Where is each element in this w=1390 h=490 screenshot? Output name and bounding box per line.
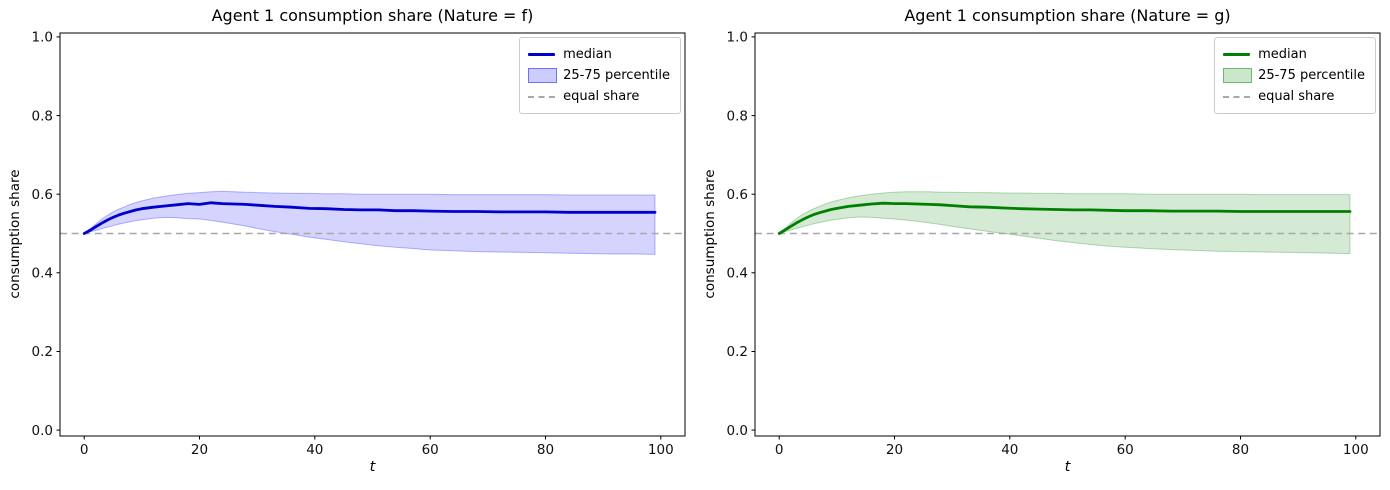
legend-key-cell — [1223, 68, 1258, 83]
legend-item-median: median — [1223, 44, 1365, 65]
legend-label-median: median — [1258, 47, 1307, 62]
percentile-band — [83, 190, 656, 255]
y-tick-label: 0.6 — [32, 187, 53, 203]
x-tick-label: 80 — [1232, 442, 1249, 458]
y-tick-label: 0.4 — [32, 266, 53, 282]
x-tick-label: 80 — [537, 442, 554, 458]
y-tick-label: 0.4 — [727, 266, 748, 282]
plot-area-nature-f: 0 20 40 60 80 100 0.0 0.2 0.4 0.6 0.8 1.0 — [32, 30, 686, 458]
y-tick-label: 1.0 — [727, 30, 748, 46]
median-line-swatch — [528, 53, 556, 56]
x-tick-label: 0 — [775, 442, 784, 458]
legend-item-percentile-band: 25-75 percentile — [1223, 65, 1365, 86]
x-tick-label: 60 — [422, 442, 439, 458]
y-tick-label: 0.0 — [727, 423, 748, 439]
legend-label-median: median — [563, 47, 612, 62]
y-tick-label: 1.0 — [32, 30, 53, 46]
legend-key-cell — [528, 95, 563, 98]
x-tick-label: 0 — [80, 442, 89, 458]
x-axis-label: t — [1064, 459, 1071, 475]
percentile-band — [778, 191, 1351, 255]
legend-item-median: median — [528, 44, 670, 65]
legend-key-cell — [1223, 95, 1258, 98]
plot-area-nature-g: 0 20 40 60 80 100 0.0 0.2 0.4 0.6 0.8 1.0 — [727, 30, 1381, 458]
chart-title: Agent 1 consumption share (Nature = f) — [211, 6, 534, 25]
legend-item-equal-share: equal share — [528, 86, 670, 107]
median-line — [777, 201, 1352, 235]
x-tick-label: 40 — [1001, 442, 1018, 458]
chart-panel-nature-g: Agent 1 consumption share (Nature = g) c… — [695, 0, 1390, 490]
legend-label-percentile-band: 25-75 percentile — [1258, 68, 1365, 83]
x-tick-label: 20 — [886, 442, 903, 458]
y-tick-label: 0.2 — [32, 344, 53, 360]
x-tick-label: 100 — [648, 442, 674, 458]
x-tick-label: 20 — [191, 442, 208, 458]
legend-label-equal-share: equal share — [563, 89, 640, 104]
legend-key-cell — [1223, 53, 1258, 56]
median-line — [82, 201, 657, 235]
x-tick-label: 60 — [1117, 442, 1134, 458]
percentile-band-swatch — [528, 68, 558, 83]
legend-label-equal-share: equal share — [1258, 89, 1335, 104]
median-line-swatch — [1223, 53, 1251, 56]
x-axis-label: t — [369, 459, 376, 475]
equal-share-dash-swatch — [528, 95, 556, 98]
legend-item-percentile-band: 25-75 percentile — [528, 65, 670, 86]
legend-label-percentile-band: 25-75 percentile — [563, 68, 670, 83]
legend-key-cell — [528, 68, 563, 83]
y-tick-label: 0.6 — [727, 187, 748, 203]
chart-title: Agent 1 consumption share (Nature = g) — [904, 6, 1231, 25]
y-tick-label: 0.0 — [32, 423, 53, 439]
y-tick-label: 0.8 — [32, 108, 53, 124]
legend-item-equal-share: equal share — [1223, 86, 1365, 107]
equal-share-dash-swatch — [1223, 95, 1251, 98]
x-tick-label: 100 — [1343, 442, 1369, 458]
percentile-band-swatch — [1223, 68, 1253, 83]
x-tick-label: 40 — [306, 442, 323, 458]
chart-panel-nature-f: Agent 1 consumption share (Nature = f) c… — [7, 6, 686, 475]
legend: median 25-75 percentile equal share — [1214, 37, 1376, 114]
y-tick-label: 0.2 — [727, 344, 748, 360]
axes-frame — [59, 32, 686, 437]
legend-key-cell — [528, 53, 563, 56]
axes-frame — [754, 32, 1381, 437]
legend: median 25-75 percentile equal share — [519, 37, 681, 114]
y-tick-label: 0.8 — [727, 108, 748, 124]
